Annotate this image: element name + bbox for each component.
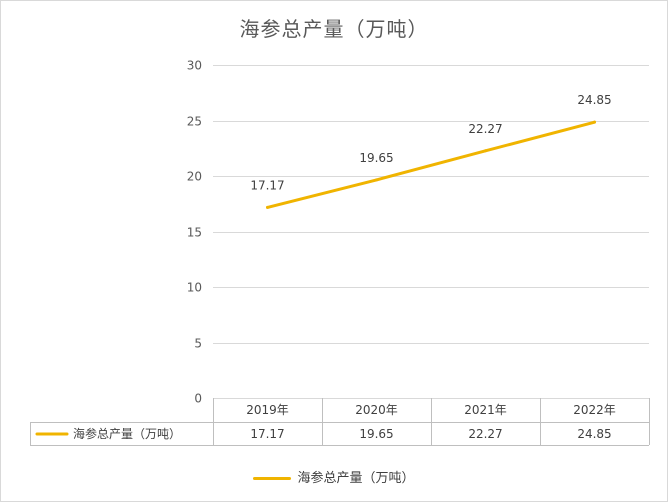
table-series-name: 海参总产量（万吨）: [73, 426, 181, 441]
x-tick-label: 2020年: [355, 403, 398, 417]
legend-label: 海参总产量（万吨）: [297, 471, 415, 486]
data-point: [375, 178, 378, 182]
table-cell-value: 19.65: [359, 427, 393, 441]
legend-swatch: [253, 477, 292, 480]
y-tick-label: 0: [194, 392, 202, 406]
series-line: [266, 120, 596, 209]
x-tick-label: 2019年: [246, 403, 289, 417]
table-cell-value: 24.85: [577, 427, 611, 441]
data-label: 24.85: [577, 93, 611, 107]
y-tick-label: 25: [187, 115, 202, 129]
y-tick-label: 15: [187, 226, 202, 240]
table-cell-value: 22.27: [468, 427, 502, 441]
y-tick-label: 20: [187, 170, 202, 184]
legend: 海参总产量（万吨）: [1, 467, 667, 486]
data-point: [266, 205, 269, 209]
y-tick-label: 30: [187, 59, 202, 73]
chart-title: 海参总产量（万吨）: [239, 17, 429, 41]
y-tick-label: 10: [187, 281, 202, 295]
data-label: 19.65: [359, 151, 393, 165]
y-tick-label: 5: [194, 337, 202, 351]
x-tick-label: 2022年: [573, 403, 616, 417]
data-point: [593, 120, 596, 124]
data-label: 22.27: [468, 122, 502, 136]
data-point: [484, 149, 487, 153]
table-cell-value: 17.17: [250, 427, 284, 441]
x-tick-label: 2021年: [464, 403, 507, 417]
data-label: 17.17: [250, 178, 284, 192]
